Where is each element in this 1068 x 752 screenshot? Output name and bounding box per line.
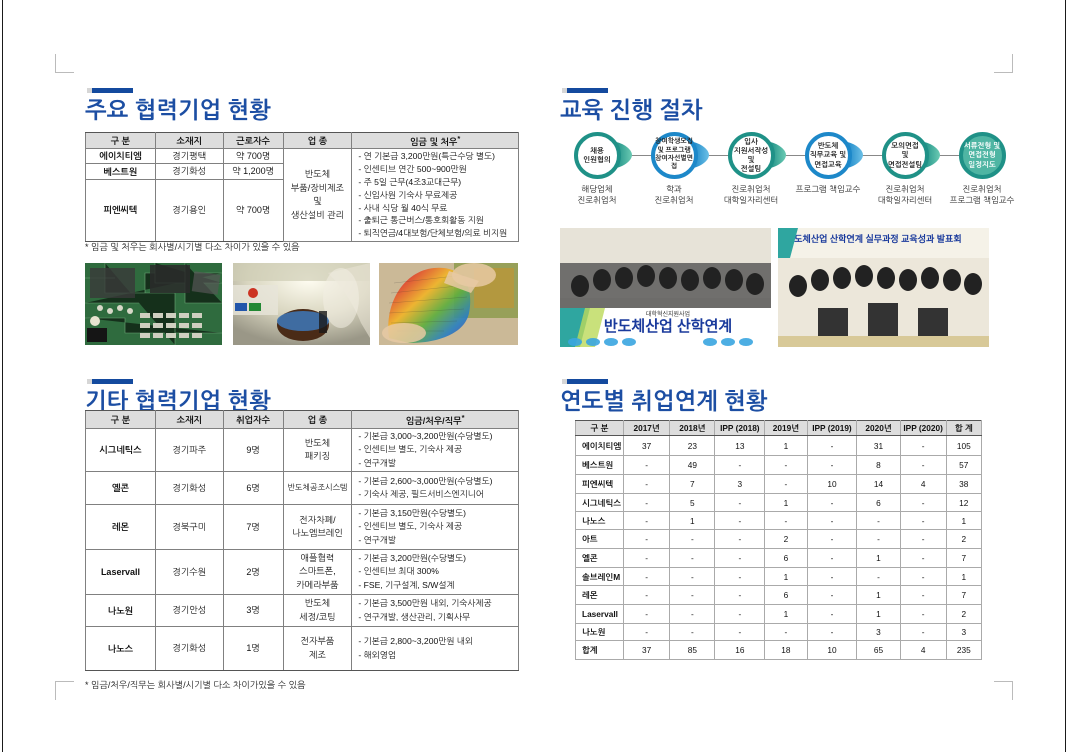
svg-text:반도체산업 산학연계 실무과정 교육성과 발표회: 반도체산업 산학연계 실무과정 교육성과 발표회 [786, 233, 962, 244]
svg-text:반도체산업 산학연계: 반도체산업 산학연계 [604, 318, 732, 335]
svg-text:대학혁신지원사업: 대학혁신지원사업 [646, 310, 690, 318]
